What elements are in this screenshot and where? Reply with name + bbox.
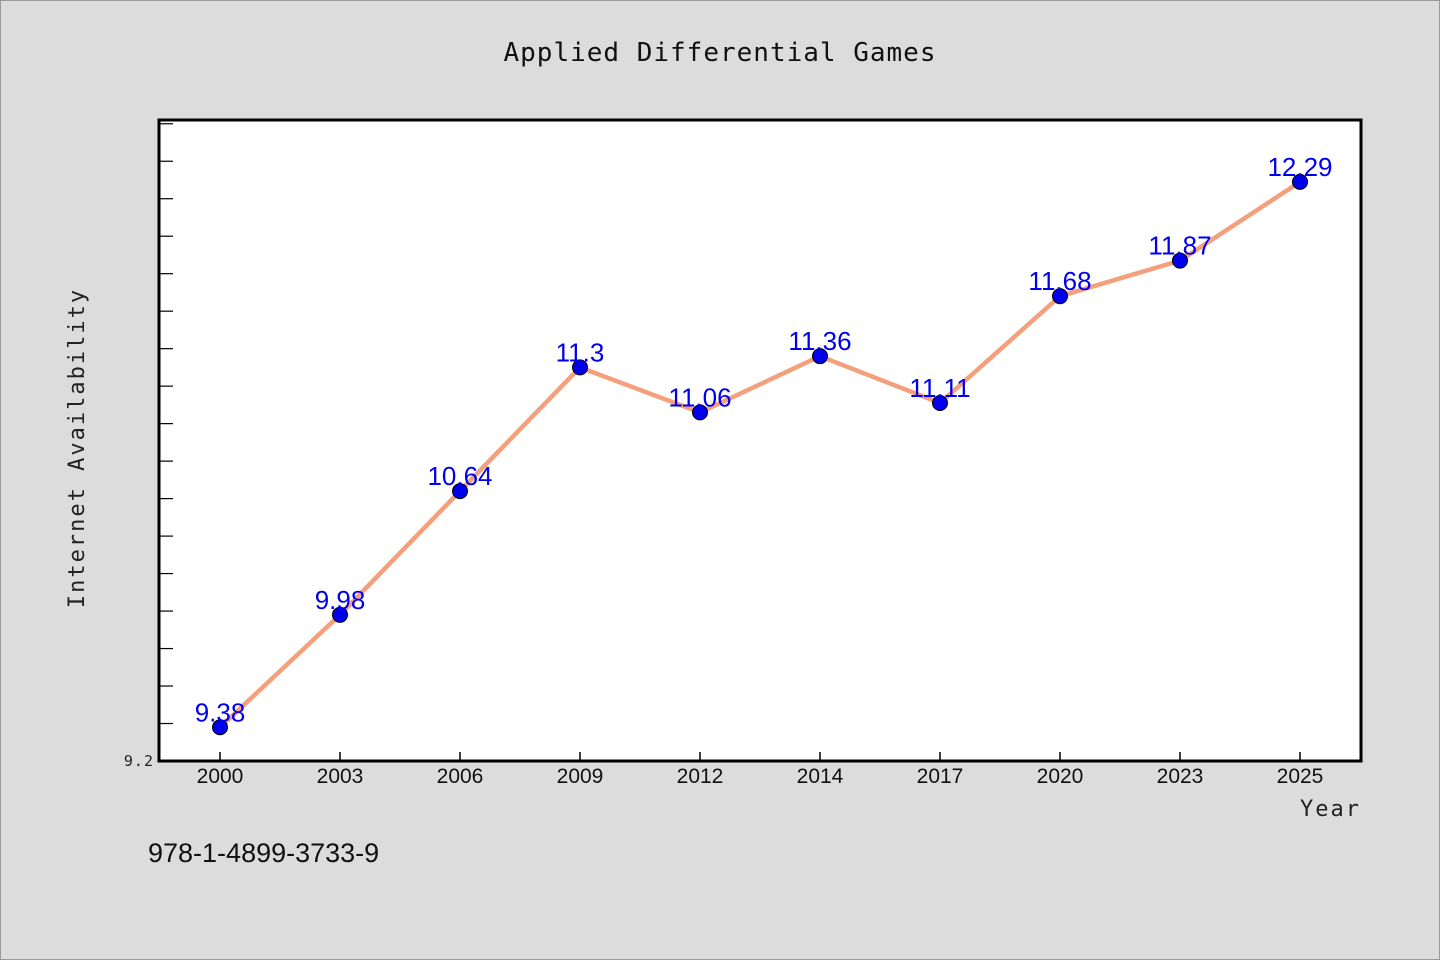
plot-border	[157, 118, 1363, 763]
x-axis-tick-labels: 2000 2003 2006 2009 2012 2014 2017 2020 2023 2025	[197, 765, 1324, 788]
x-tick-label: 2023	[1157, 765, 1204, 788]
data-label: 11.87	[1148, 231, 1211, 261]
x-tick-label: 2017	[917, 765, 964, 788]
data-point	[332, 606, 348, 623]
data-markers	[212, 173, 1308, 736]
data-label: 11.11	[909, 373, 970, 403]
data-label: 12.29	[1267, 152, 1332, 182]
data-label: 10.64	[427, 461, 492, 491]
data-label: 11.3	[556, 337, 605, 367]
series-line	[217, 179, 1303, 730]
data-label: 11.06	[668, 382, 731, 412]
isbn-text: 978-1-4899-3733-9	[148, 838, 379, 868]
data-point	[452, 483, 468, 500]
chart-title: Applied Differential Games	[504, 38, 937, 68]
x-tick-label: 2009	[557, 765, 604, 788]
data-point	[1052, 288, 1068, 305]
data-label: 9.38	[195, 697, 246, 727]
data-point	[1292, 173, 1308, 190]
y-axis-label: Internet Availability	[65, 288, 90, 608]
data-point	[932, 395, 948, 412]
x-axis-label: Year	[1300, 797, 1361, 822]
data-label: 11.36	[788, 326, 851, 356]
y-axis-ticks	[159, 123, 173, 762]
x-tick-label: 2003	[317, 765, 364, 788]
data-point	[692, 404, 708, 421]
x-tick-label: 2006	[437, 765, 484, 788]
data-point	[812, 348, 828, 365]
data-point	[212, 719, 228, 736]
x-tick-label: 2000	[197, 765, 244, 788]
y-tick-label: 9.2	[124, 752, 154, 770]
x-tick-label: 2014	[797, 765, 844, 788]
x-tick-label: 2025	[1277, 765, 1324, 788]
data-label: 11.68	[1028, 266, 1091, 296]
data-labels: 9.38 9.98 10.64 11.3 11.06 11.36 11.11 11.68 11.…	[195, 152, 1333, 727]
data-point	[1172, 252, 1188, 269]
plot-area	[159, 120, 1361, 761]
x-tick-label: 2020	[1037, 765, 1084, 788]
data-label: 9.98	[315, 585, 366, 615]
data-point	[572, 359, 588, 376]
x-tick-label: 2012	[677, 765, 724, 788]
